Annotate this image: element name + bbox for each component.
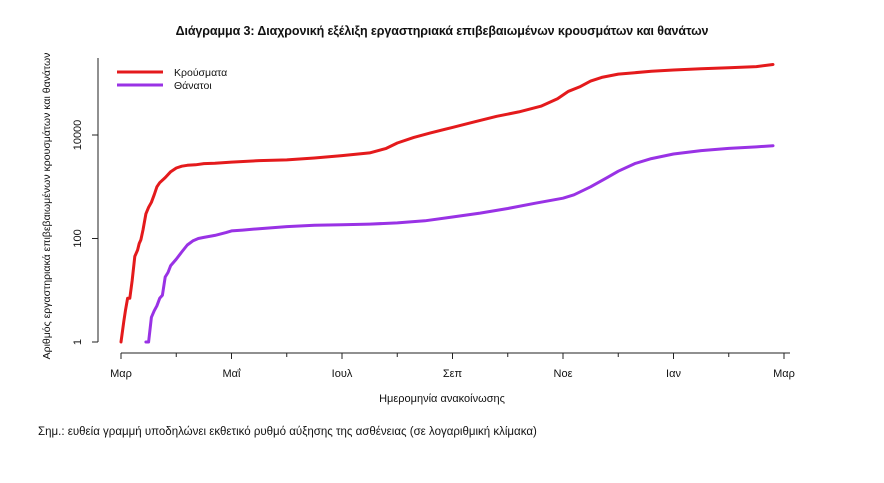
series-line-deaths [144,144,775,344]
footnote: Σημ.: ευθεία γραμμή υποδηλώνει εκθετικό … [38,426,537,438]
axes: Μαρ Μαΐ Ιουλ Σεπ Νοε Ιαν Μαρ 1 100 10000 [72,58,795,380]
x-tick-label: Νοε [554,368,573,380]
x-tick-label: Μαρ [110,368,132,380]
x-tick-label: Μαρ [773,368,795,380]
x-axis-label: Ημερομηνία ανακοίνωσης [379,393,505,405]
chart-title: Διάγραμμα 3: Διαχρονική εξέλιξη εργαστηρ… [175,24,709,38]
x-tick-label: Μαΐ [223,368,242,380]
plot-lines [119,63,775,344]
x-tick-label: Ιαν [666,368,681,380]
y-tick-label: 100 [72,229,84,247]
y-axis-label: Αριθμός εργαστηριακά επιβεβαιωμένων κρου… [41,53,53,360]
legend-label: Θάνατοι [174,80,212,92]
legend-label: Κρούσματα [174,67,227,79]
x-tick-label: Σεπ [443,368,463,380]
x-tick-label: Ιουλ [332,368,353,380]
series-line-cases [119,63,775,344]
y-tick-label: 10000 [72,120,84,151]
y-tick-label: 1 [72,339,84,345]
